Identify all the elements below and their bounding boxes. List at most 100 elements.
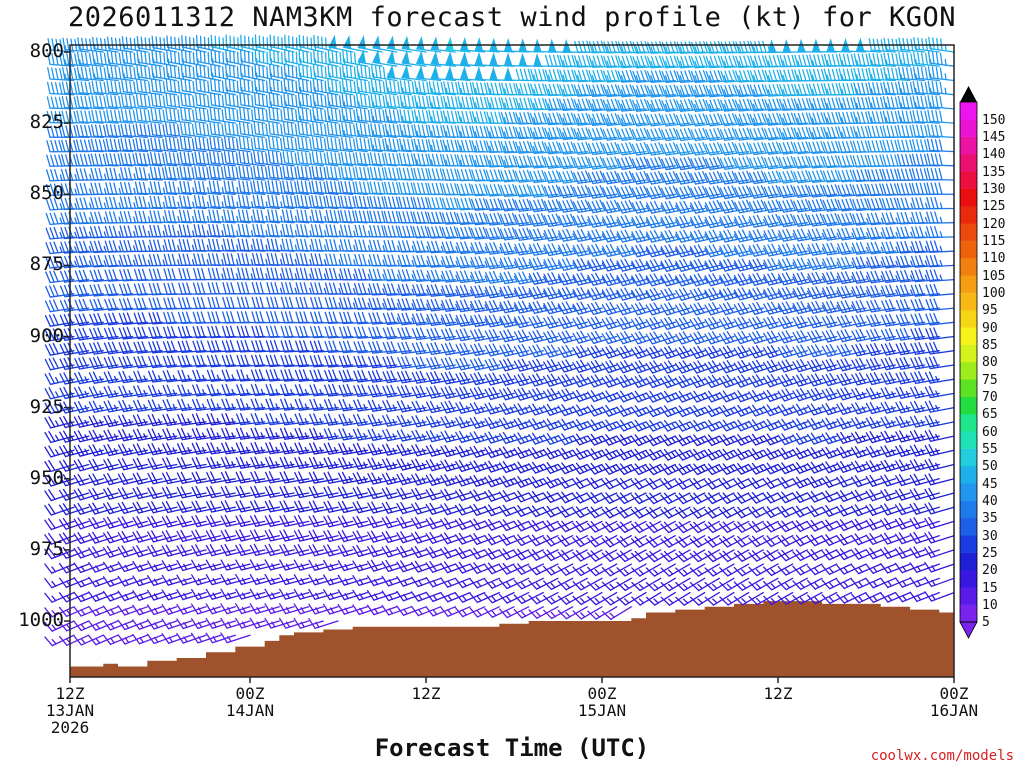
wind-barb <box>925 341 955 355</box>
wind-barb <box>249 543 280 557</box>
wind-barb <box>89 225 119 239</box>
wind-barb <box>117 501 148 514</box>
colorbar-swatch <box>960 310 977 328</box>
wind-barb <box>106 109 134 124</box>
wind-barb <box>793 170 823 184</box>
wind-barb <box>221 413 251 426</box>
wind-barb <box>191 500 222 513</box>
wind-barb <box>176 529 207 543</box>
colorbar-swatch <box>960 448 977 467</box>
credit-link[interactable]: coolwx.com/models <box>870 748 1014 764</box>
wind-barb <box>132 604 163 616</box>
wind-barb <box>150 79 178 96</box>
wind-barb <box>44 372 75 385</box>
wind-barb <box>88 502 119 515</box>
wind-barb <box>119 196 148 210</box>
wind-barb <box>178 209 207 224</box>
wind-barb <box>924 371 955 384</box>
wind-barb <box>161 515 192 528</box>
wind-barb <box>164 137 192 153</box>
wind-barb <box>323 486 354 499</box>
x-tick-sub1: 15JAN <box>577 701 627 720</box>
wind-barb <box>103 443 134 457</box>
wind-barb <box>396 502 427 515</box>
wind-barb <box>162 457 192 470</box>
wind-barb <box>191 456 222 470</box>
wind-barb <box>235 456 266 469</box>
wind-barb <box>176 500 207 513</box>
wind-barb <box>120 123 148 139</box>
wind-barb <box>89 269 119 283</box>
wind-barb <box>323 471 354 484</box>
wind-barb <box>294 471 324 484</box>
wind-barb <box>328 34 354 53</box>
wind-barb <box>88 546 119 559</box>
wind-barb <box>88 487 119 501</box>
wind-barb <box>323 574 354 586</box>
wind-barb <box>807 184 838 198</box>
wind-barb <box>103 400 134 413</box>
wind-barb <box>47 52 75 67</box>
wind-barb <box>705 113 735 127</box>
wind-barb <box>74 327 104 341</box>
wind-barb <box>323 442 354 455</box>
wind-barb <box>352 428 383 441</box>
wind-barb <box>381 501 412 514</box>
colorbar-level-label: 60 <box>982 424 998 440</box>
x-tick-label: 12Z 13JAN 2026 <box>30 685 110 736</box>
wind-barb <box>337 486 368 499</box>
wind-barb <box>147 530 178 543</box>
wind-barb <box>910 327 940 341</box>
wind-barb <box>455 430 486 443</box>
wind-barb <box>176 471 207 484</box>
wind-barb <box>147 384 178 398</box>
wind-barb <box>74 298 104 312</box>
colorbar-level-label: 115 <box>982 234 1006 249</box>
wind-barb <box>88 516 119 530</box>
colorbar-swatch <box>960 119 977 137</box>
wind-barb <box>132 486 163 500</box>
wind-barb <box>193 195 222 210</box>
wind-barb <box>177 340 207 354</box>
wind-barb <box>164 195 192 210</box>
wind-barb <box>164 180 192 195</box>
colorbar-level-label: 30 <box>982 528 998 544</box>
wind-barb <box>74 284 104 297</box>
colorbar-swatch <box>960 223 977 241</box>
wind-barb <box>150 152 178 167</box>
wind-barb <box>338 399 368 412</box>
wind-barb <box>367 428 398 441</box>
wind-barb <box>895 284 926 298</box>
wind-barb <box>147 457 178 470</box>
wind-barb <box>74 371 104 385</box>
colorbar-level-label: 105 <box>982 268 1006 284</box>
wind-barb <box>455 416 486 429</box>
wind-barb <box>195 78 222 96</box>
wind-barb <box>176 632 207 644</box>
wind-barb <box>161 500 192 514</box>
wind-barb <box>456 197 486 211</box>
y-tick-label: 925 <box>29 395 64 418</box>
wind-barb <box>221 442 251 455</box>
wind-barb <box>147 515 178 528</box>
wind-barb <box>294 456 324 469</box>
wind-barb <box>250 471 280 484</box>
wind-barb <box>279 500 310 513</box>
wind-barb <box>381 458 412 471</box>
wind-barb <box>235 442 266 455</box>
wind-barb <box>279 427 310 440</box>
wind-barb <box>149 181 178 195</box>
wind-barb <box>279 456 310 469</box>
wind-barb <box>162 340 192 354</box>
wind-barb <box>118 399 148 413</box>
wind-barb <box>191 427 222 441</box>
wind-barb <box>117 530 148 544</box>
wind-barb <box>412 254 442 268</box>
wind-barb <box>45 212 75 226</box>
x-tick-sub1: 16JAN <box>929 701 979 720</box>
wind-barb <box>925 356 955 370</box>
colorbar-swatch <box>960 188 977 207</box>
wind-barb <box>161 560 192 572</box>
colorbar-swatch <box>960 154 977 172</box>
wind-barb <box>133 370 163 383</box>
